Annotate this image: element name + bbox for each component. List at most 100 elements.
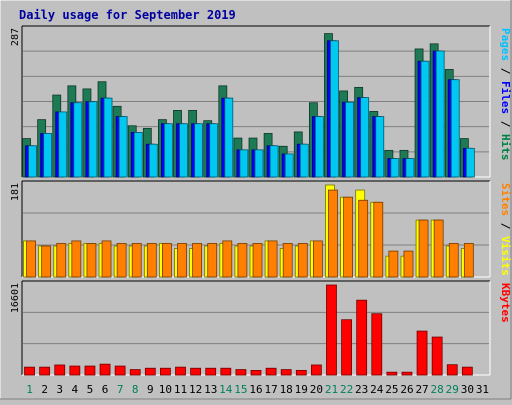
bar-kbytes-day-26 (401, 371, 413, 376)
bar-sites-day-14 (222, 240, 233, 278)
bar-sites-day-20 (312, 240, 323, 278)
bar-sites-day-15 (237, 243, 248, 278)
bar-kbytes-day-12 (190, 367, 202, 376)
bar-sites-day-12 (192, 243, 203, 278)
x-tick-label-day-7: 7 (117, 383, 124, 396)
bar-kbytes-day-19 (295, 369, 307, 376)
bar-pages-day-13 (209, 123, 219, 178)
bar-kbytes-day-16 (250, 369, 262, 376)
x-tick-label-day-30: 30 (461, 383, 474, 396)
bar-pages-day-9 (148, 143, 158, 178)
bar-pages-day-27 (420, 60, 430, 178)
legend-hits-files-pages: Pages / Files / Hits (499, 28, 512, 161)
x-tick-label-day-8: 8 (132, 383, 139, 396)
bar-kbytes-day-25 (386, 371, 398, 376)
bar-kbytes-day-6 (99, 363, 111, 376)
bar-kbytes-day-1 (24, 366, 35, 376)
x-tick-label-day-6: 6 (102, 383, 109, 396)
bar-sites-day-17 (267, 240, 278, 278)
bar-pages-day-19 (299, 143, 309, 178)
chart-panels: 287 Pages / Files / Hits 181 Sites / Visits… (10, 25, 512, 376)
x-tick-label-day-1: 1 (26, 383, 33, 396)
legend-item-visits: Visits (499, 236, 512, 276)
legend-item-pages: Pages (499, 28, 512, 61)
bar-pages-day-23 (360, 97, 370, 178)
bar-pages-day-6 (103, 97, 113, 178)
y-max-label: 16601 (10, 283, 21, 313)
bar-kbytes-day-18 (280, 369, 292, 376)
x-tick-label-day-19: 19 (295, 383, 308, 396)
bar-pages-day-11 (179, 123, 188, 178)
x-tick-label-day-29: 29 (446, 383, 459, 396)
bar-pages-day-12 (194, 123, 204, 178)
bar-sites-day-8 (131, 243, 142, 278)
legend-sites-visits: Sites / Visits (499, 183, 512, 276)
bar-sites-day-18 (282, 243, 293, 278)
x-tick-label-day-20: 20 (310, 383, 323, 396)
bar-pages-day-25 (390, 158, 400, 178)
bar-kbytes-day-20 (310, 364, 322, 376)
bar-sites-day-9 (146, 243, 157, 278)
bar-kbytes-day-17 (265, 367, 277, 376)
x-tick-label-day-25: 25 (385, 383, 398, 396)
x-tick-label-day-15: 15 (234, 383, 247, 396)
bar-pages-day-5 (88, 101, 98, 178)
x-axis-labels: 1 2 3 4 5 6 7 8 9 10 11 12 13 14 15 16 17 18 19 20 21 22 23 24 2… (26, 383, 489, 396)
bar-pages-day-8 (133, 132, 143, 178)
y-max-label: 287 (10, 28, 21, 46)
x-tick-label-day-4: 4 (72, 383, 79, 396)
x-tick-label-day-5: 5 (87, 383, 94, 396)
bar-kbytes-day-27 (416, 330, 428, 376)
bar-kbytes-day-23 (356, 299, 368, 376)
bar-sites-day-11 (177, 243, 187, 278)
bar-sites-day-10 (162, 243, 172, 278)
panel-sites-visits: 181 Sites / Visits (10, 180, 512, 278)
legend-item-sites: Sites (499, 183, 512, 216)
bar-kbytes-day-21 (326, 284, 337, 376)
legend-separator: / (499, 114, 512, 134)
bar-pages-day-2 (43, 133, 53, 178)
chart-title: Daily usage for September 2019 (19, 8, 236, 22)
bar-pages-day-3 (58, 111, 68, 178)
bar-kbytes-day-30 (461, 366, 473, 376)
bar-pages-day-4 (73, 102, 83, 178)
bar-sites-day-7 (116, 243, 127, 278)
bar-pages-day-29 (450, 79, 460, 178)
x-tick-label-day-3: 3 (56, 383, 63, 396)
x-tick-label-day-2: 2 (41, 383, 48, 396)
x-tick-label-day-24: 24 (370, 383, 384, 396)
bar-pages-day-16 (254, 149, 264, 178)
x-tick-label-day-18: 18 (280, 383, 293, 396)
bar-pages-day-18 (284, 153, 294, 178)
legend-text: KBytes (499, 283, 512, 323)
bar-pages-day-30 (465, 147, 475, 178)
bar-kbytes-day-13 (205, 367, 217, 376)
bar-kbytes-day-4 (69, 365, 81, 376)
panel-kbytes: 16601 KBytes (10, 280, 512, 376)
bar-pages-day-20 (314, 116, 324, 178)
bar-pages-day-22 (345, 101, 354, 178)
bar-sites-day-21 (328, 189, 338, 278)
x-tick-label-day-9: 9 (147, 383, 154, 396)
bar-sites-day-23 (358, 199, 369, 278)
bar-kbytes-day-22 (341, 319, 352, 376)
x-tick-label-day-31: 31 (476, 383, 489, 396)
bar-sites-day-24 (373, 201, 384, 278)
bar-sites-day-5 (86, 243, 97, 278)
legend-text: Pages / Files / Hits (499, 28, 512, 161)
bar-sites-day-29 (448, 243, 459, 278)
bar-kbytes-day-9 (144, 367, 156, 376)
x-tick-label-day-28: 28 (431, 383, 444, 396)
bar-kbytes-day-2 (39, 366, 51, 376)
bar-sites-day-16 (252, 243, 263, 278)
y-max-label: 181 (10, 183, 21, 201)
legend-item-hits: Hits (499, 134, 512, 161)
bar-pages-day-17 (269, 145, 279, 178)
bar-kbytes-day-11 (175, 366, 186, 376)
bar-sites-day-28 (433, 219, 444, 278)
bar-sites-day-26 (403, 250, 414, 278)
bar-sites-day-22 (343, 196, 353, 278)
bar-sites-day-3 (56, 243, 67, 278)
bar-sites-day-6 (101, 240, 112, 278)
